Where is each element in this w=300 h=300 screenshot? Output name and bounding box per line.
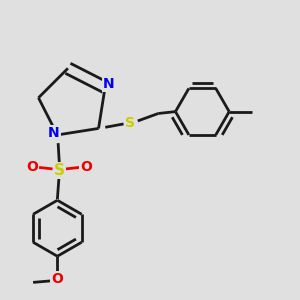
Text: S: S bbox=[54, 163, 65, 178]
Text: S: S bbox=[125, 116, 135, 130]
Text: O: O bbox=[51, 272, 63, 286]
Text: N: N bbox=[103, 77, 115, 91]
Text: O: O bbox=[26, 160, 38, 174]
Text: O: O bbox=[80, 160, 92, 174]
Text: N: N bbox=[48, 126, 59, 140]
